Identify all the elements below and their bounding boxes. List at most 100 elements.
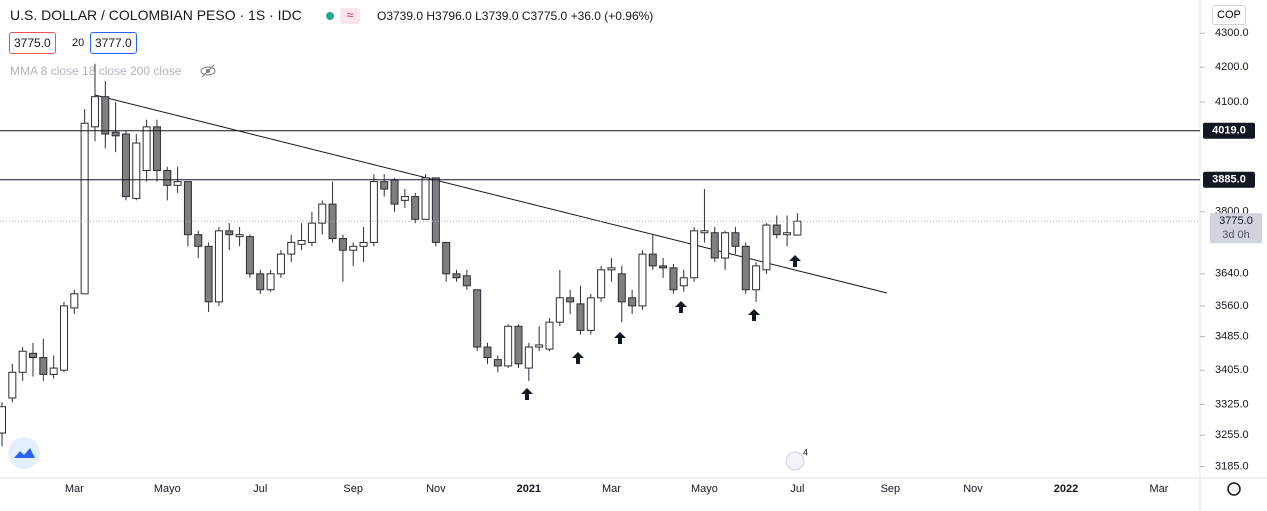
candle-body xyxy=(783,232,792,236)
candle-body xyxy=(256,273,265,291)
ohlc: O3739.0 H3796.0 L3739.0 C3775.0 +36.0 (+… xyxy=(377,9,653,23)
arrow xyxy=(614,332,626,344)
y-tick-label: 3185.0 xyxy=(1215,461,1249,473)
spread: 20 xyxy=(72,37,85,49)
open: O3739.0 xyxy=(377,9,424,23)
high: H3796.0 xyxy=(426,9,472,23)
candle-body xyxy=(349,245,358,251)
price-tag xyxy=(1203,122,1255,139)
arrow xyxy=(572,352,584,364)
x-tick-label: Mayo xyxy=(691,483,718,495)
candle-body xyxy=(163,169,172,186)
x-tick-label: Jul xyxy=(253,483,267,495)
symbol-title: U.S. DOLLAR / COLOMBIAN PESO · 1S · IDC xyxy=(10,7,302,23)
indicator-legend: MMA 8 close 18 close 200 close xyxy=(10,64,182,78)
candle-body xyxy=(245,236,254,275)
events-icon[interactable] xyxy=(785,451,805,471)
candle-body xyxy=(266,273,275,291)
candle-body xyxy=(607,267,616,271)
x-tick-label: Nov xyxy=(963,483,983,495)
current-price-label: 3775.0 xyxy=(1219,215,1253,227)
candle-body xyxy=(442,241,451,275)
candle-body xyxy=(638,253,647,307)
events-badge: 4 xyxy=(803,447,808,457)
candle-body xyxy=(514,325,523,365)
candle-body xyxy=(70,293,79,309)
candle-body xyxy=(318,203,327,224)
candle-body xyxy=(576,303,585,331)
y-tick-label: 3485.0 xyxy=(1215,331,1249,343)
x-tick-label: 2022 xyxy=(1054,483,1078,495)
candle-body xyxy=(214,230,223,303)
arrows xyxy=(521,255,801,400)
candle-body xyxy=(669,267,678,291)
market-status xyxy=(326,12,334,20)
x-tick-label: Sep xyxy=(881,483,901,495)
x-tick-label: Mar xyxy=(65,483,84,495)
candle-body xyxy=(111,131,120,137)
candle-body xyxy=(648,253,657,267)
candle-body xyxy=(617,273,626,303)
settings-icon[interactable] xyxy=(1227,482,1241,496)
y-tick-label: 3560.0 xyxy=(1215,300,1249,312)
candle-body xyxy=(142,126,151,171)
candle-body xyxy=(586,297,595,331)
candle-body xyxy=(597,269,606,299)
x-tick-label: Mayo xyxy=(154,483,181,495)
candle-body xyxy=(535,344,544,348)
candle-body xyxy=(793,220,802,236)
candle-body xyxy=(338,238,347,251)
candle-body xyxy=(772,224,781,236)
candle-body xyxy=(297,239,306,245)
sell-button[interactable]: 3775.0 xyxy=(9,32,56,54)
candle-body xyxy=(121,133,130,198)
candle-body xyxy=(721,232,730,259)
y-tick-label: 3325.0 xyxy=(1215,398,1249,410)
candle-body xyxy=(659,265,668,269)
candle-body xyxy=(276,253,285,275)
y-tick-label: 3640.0 xyxy=(1215,268,1249,280)
candle-body xyxy=(504,325,513,367)
currency-select[interactable]: COP xyxy=(1212,5,1246,25)
change: +36.0 (+0.96%) xyxy=(570,9,654,23)
candle-body xyxy=(545,321,554,350)
price-tag xyxy=(1203,171,1255,188)
arrow xyxy=(789,255,801,267)
candle-body xyxy=(39,357,48,375)
candle-body xyxy=(18,350,27,373)
candle-body xyxy=(28,352,37,359)
candle-body xyxy=(690,230,699,279)
candle-body xyxy=(752,265,761,291)
x-tick-label: Sep xyxy=(343,483,363,495)
candle-body xyxy=(628,297,637,307)
y-tick-label: 4200.0 xyxy=(1215,61,1249,73)
countdown: 3d 0h xyxy=(1222,229,1250,241)
logo[interactable] xyxy=(8,437,40,469)
y-tick-label: 3405.0 xyxy=(1215,364,1249,376)
hide-icon[interactable] xyxy=(199,63,217,79)
buy-button[interactable]: 3777.0 xyxy=(90,32,137,54)
candle-body xyxy=(679,277,688,287)
candle-body xyxy=(183,181,192,236)
candle-body xyxy=(731,232,740,247)
candle-body xyxy=(132,142,141,199)
data-status: ≈ xyxy=(340,8,360,24)
price-tag-label: 4019.0 xyxy=(1212,125,1246,137)
candle-body xyxy=(462,275,471,287)
x-tick-label: 2021 xyxy=(517,483,541,495)
candle-body xyxy=(473,289,482,348)
candle-body xyxy=(152,126,161,171)
candle-body xyxy=(421,177,430,220)
current-price-tag xyxy=(1210,213,1262,244)
candle-body xyxy=(59,305,68,371)
candle-body xyxy=(101,96,110,135)
candle-body xyxy=(380,181,389,190)
logo-mark xyxy=(14,448,35,458)
arrow xyxy=(675,301,687,313)
candle-body xyxy=(225,230,234,236)
candle-body xyxy=(90,96,99,128)
candle-body xyxy=(452,273,461,279)
x-tick-label: Jul xyxy=(790,483,804,495)
candle-body xyxy=(49,367,58,375)
trend-line xyxy=(94,94,888,294)
